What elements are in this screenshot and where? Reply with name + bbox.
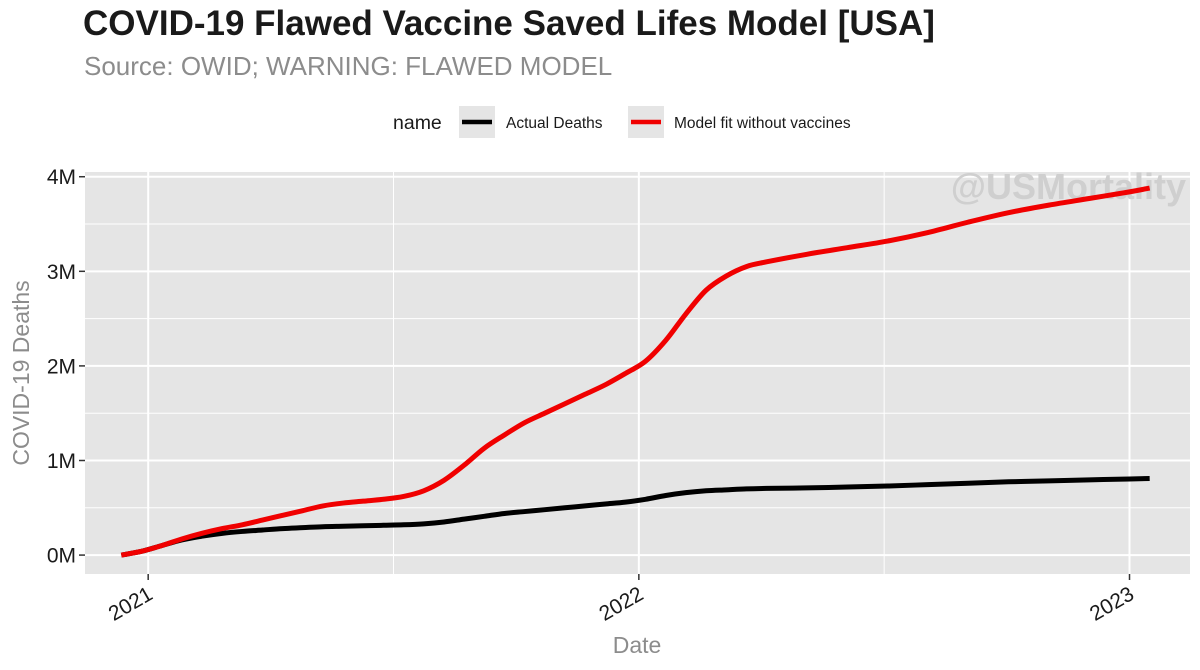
y-axis: 0M 1M 2M 3M 4M: [47, 166, 85, 568]
chart-subtitle: Source: OWID; WARNING: FLAWED MODEL: [84, 51, 613, 81]
x-tick-label: 2023: [1086, 582, 1138, 625]
x-tick-label: 2022: [595, 582, 647, 625]
legend-label-model-fit: Model fit without vaccines: [674, 115, 851, 132]
chart-title: COVID-19 Flawed Vaccine Saved Lifes Mode…: [83, 4, 935, 43]
grid-minor: [85, 172, 1190, 574]
y-tick-label: 4M: [47, 166, 76, 189]
x-tick-label: 2021: [105, 582, 157, 625]
x-axis: 2021 2022 2023: [105, 574, 1138, 626]
y-tick-label: 1M: [47, 450, 76, 473]
x-axis-title: Date: [613, 632, 662, 658]
series-layer: [120, 185, 1151, 558]
series-line-actual-deaths: [120, 475, 1150, 558]
y-tick-label: 2M: [47, 355, 76, 378]
legend-label-actual-deaths: Actual Deaths: [506, 115, 603, 132]
legend-title: name: [393, 112, 442, 134]
legend: name Actual Deaths Model fit without vac…: [393, 106, 851, 138]
y-tick-label: 3M: [47, 261, 76, 284]
plot-panel: [85, 172, 1190, 574]
y-axis-title: COVID-19 Deaths: [8, 280, 34, 465]
series-line-model-fit-without-vaccines: [120, 185, 1151, 558]
y-tick-label: 0M: [47, 545, 76, 568]
grid-major: [85, 172, 1190, 574]
